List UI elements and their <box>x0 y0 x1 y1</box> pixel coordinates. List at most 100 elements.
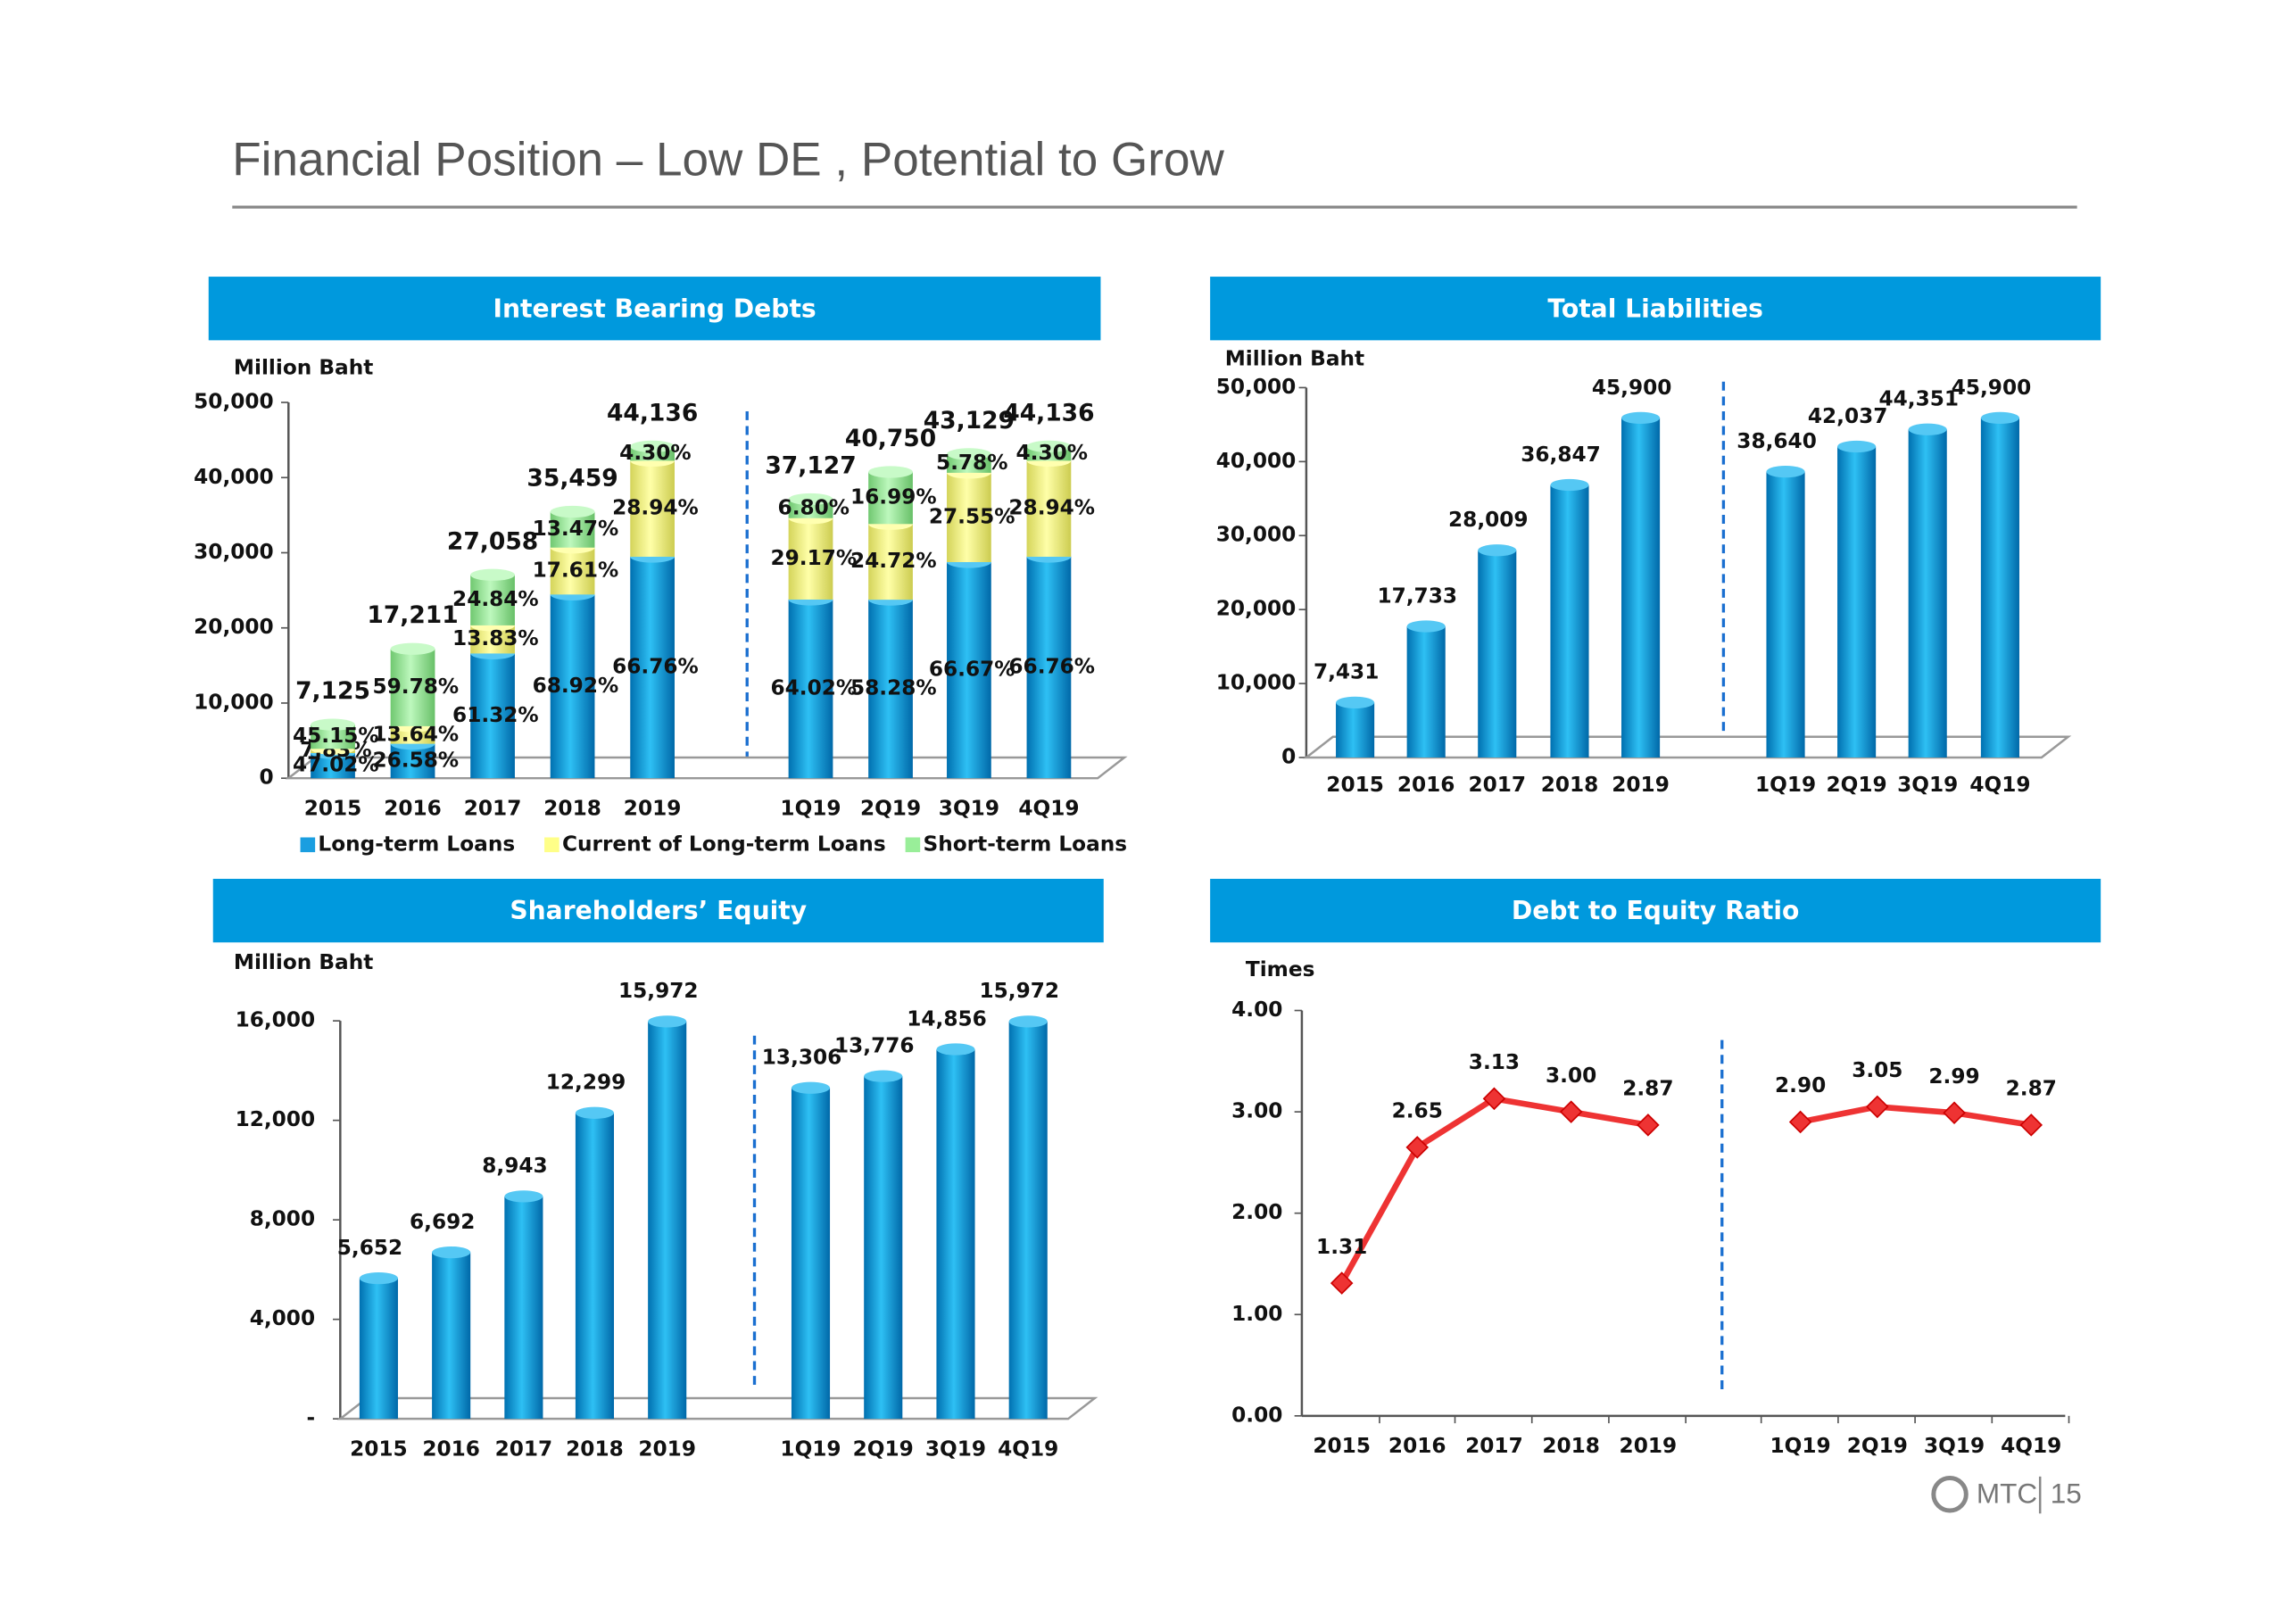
x-tick-label: 2018 <box>566 1437 624 1461</box>
y-tick-label: 30,000 <box>1216 523 1297 547</box>
bar-cap <box>1336 696 1375 709</box>
axis-title: Million Baht <box>1225 346 1364 370</box>
x-tick-label: 2019 <box>1620 1434 1678 1458</box>
x-tick-label: 2017 <box>1465 1434 1523 1458</box>
bar-cap <box>1621 411 1661 425</box>
segment-label: 6.80% <box>778 496 850 520</box>
y-tick-label: 4.00 <box>1231 998 1282 1022</box>
page-number: 15 <box>2051 1478 2082 1510</box>
y-tick-label: 12,000 <box>236 1107 316 1131</box>
axis-title: Million Baht <box>234 950 373 974</box>
y-tick-label: 50,000 <box>194 390 274 414</box>
segment-label: 4.30% <box>1015 441 1087 465</box>
y-tick-label: 0.00 <box>1231 1403 1282 1427</box>
total-label: 44,136 <box>1003 399 1094 426</box>
segment-label: 28.94% <box>1008 496 1095 520</box>
total-label: 17,211 <box>367 601 458 629</box>
segment-label: 5.78% <box>936 451 1007 475</box>
bar <box>868 471 913 525</box>
x-tick-label: 2015 <box>350 1437 408 1461</box>
marker <box>1330 1271 1354 1295</box>
bar-cap <box>791 1081 831 1094</box>
bar-cap <box>390 642 435 655</box>
bar <box>550 511 595 548</box>
segment-label: 68.92% <box>533 674 619 698</box>
bar-cap <box>630 440 675 453</box>
segment-label: 64.02% <box>770 676 857 700</box>
x-tick-label: 1Q19 <box>780 797 841 821</box>
segment-label: 17.61% <box>533 559 619 583</box>
legend-swatch <box>544 837 559 853</box>
bar <box>630 556 675 779</box>
x-tick-label: 1Q19 <box>1770 1434 1831 1458</box>
bar <box>470 575 515 625</box>
chart-title: Total Liabilities <box>1547 294 1763 323</box>
segment-label: 13.47% <box>533 517 619 541</box>
x-tick-label: 3Q19 <box>1924 1434 1985 1458</box>
bar-cap <box>864 1070 903 1082</box>
y-tick-label: 8,000 <box>250 1207 315 1231</box>
value-label: 2.65 <box>1392 1099 1443 1123</box>
bar-cap <box>1008 1015 1048 1028</box>
chart-title: Debt to Equity Ratio <box>1512 896 1799 925</box>
x-tick-label: 2018 <box>1542 1434 1600 1458</box>
x-tick-label: 2Q19 <box>1847 1434 1908 1458</box>
bar-cap <box>1980 411 2019 425</box>
bar-cap <box>1478 544 1517 557</box>
segment-label: 4.30% <box>619 441 691 465</box>
y-tick-label: 50,000 <box>1216 375 1297 399</box>
y-tick-label: 10,000 <box>1216 671 1297 695</box>
x-tick-label: 3Q19 <box>1897 773 1958 797</box>
total-label: 7,125 <box>295 677 370 705</box>
bar-cap <box>432 1246 471 1259</box>
y-tick-label: 30,000 <box>194 540 274 564</box>
marker <box>1482 1087 1506 1111</box>
axis-title: Million Baht <box>234 355 373 379</box>
x-tick-label: 2019 <box>624 797 682 821</box>
x-tick-label: 2Q19 <box>853 1437 914 1461</box>
marker <box>1405 1136 1430 1159</box>
y-tick-label: 0 <box>260 766 274 790</box>
segment-label: 47.02% <box>293 753 379 777</box>
value-label: 13,306 <box>762 1046 842 1070</box>
segment-label: 61.32% <box>452 703 539 727</box>
segment-label: 58.28% <box>850 676 937 700</box>
bar <box>359 1278 398 1420</box>
x-tick-label: 4Q19 <box>998 1437 1058 1461</box>
value-label: 2.87 <box>2006 1077 2057 1101</box>
bar <box>1478 550 1517 758</box>
bar <box>1980 418 2019 758</box>
logo-icon <box>1931 1476 1969 1513</box>
x-tick-label: 2Q19 <box>860 797 921 821</box>
bar <box>390 649 435 726</box>
bar-cap <box>575 1106 615 1119</box>
x-tick-label: 3Q19 <box>925 1437 986 1461</box>
legend-label: Current of Long-term Loans <box>562 832 886 856</box>
value-label: 28,009 <box>1448 508 1529 532</box>
marker <box>1943 1101 1966 1125</box>
x-tick-label: 2016 <box>1397 773 1455 797</box>
bar-cap <box>1908 423 1947 435</box>
bar-cap <box>504 1190 543 1203</box>
bar <box>936 1049 975 1420</box>
value-label: 8,943 <box>482 1154 547 1178</box>
y-tick-label: 40,000 <box>194 465 274 489</box>
bar <box>470 653 515 779</box>
chart-title: Interest Bearing Debts <box>493 294 816 323</box>
y-tick-label: 20,000 <box>1216 597 1297 621</box>
bar <box>1550 484 1589 758</box>
value-label: 45,900 <box>1952 376 2032 400</box>
header-box <box>212 878 1104 943</box>
x-tick-label: 2015 <box>1326 773 1384 797</box>
bar-cap <box>1026 440 1072 453</box>
segment-label: 13.83% <box>452 626 539 650</box>
x-tick-label: 2016 <box>422 1437 480 1461</box>
value-label: 14,856 <box>907 1006 987 1031</box>
value-label: 17,733 <box>1377 584 1457 608</box>
y-tick-label: 10,000 <box>194 690 274 714</box>
value-label: 3.00 <box>1546 1064 1596 1088</box>
bar <box>504 1196 543 1420</box>
bar <box>868 524 913 600</box>
bar-cap <box>1406 620 1446 633</box>
